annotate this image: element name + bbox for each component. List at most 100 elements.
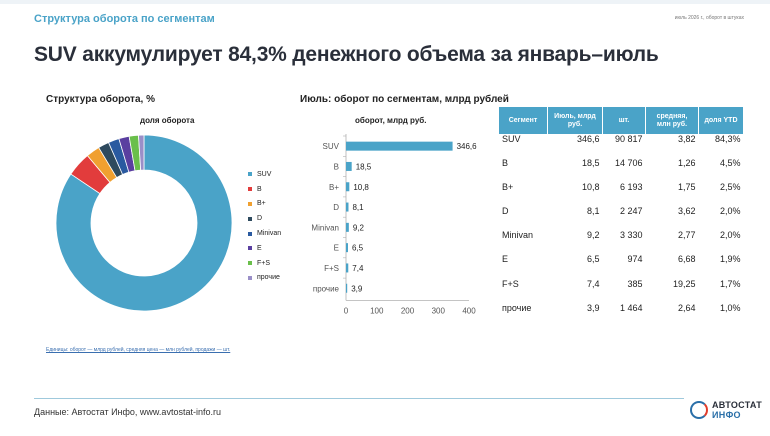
table-cell: 6 193 bbox=[619, 182, 643, 193]
table-header-cell: Июль, млрд руб. bbox=[547, 107, 603, 134]
logo-text-line2: ИНФО bbox=[712, 410, 741, 420]
bar-value-label: 7,4 bbox=[352, 264, 364, 273]
legend-label: Minivan bbox=[257, 230, 282, 238]
table-cell: 1,0% bbox=[719, 302, 741, 313]
table-cell: 14 706 bbox=[614, 158, 643, 169]
donut-slice-0 bbox=[55, 134, 233, 312]
table-row: прочие 3,9 1 464 2,64 1,0% bbox=[499, 303, 744, 327]
table-cell: 2,5% bbox=[719, 182, 741, 193]
bar-panel-title: Июль: оборот по сегментам, млрд рублей bbox=[300, 94, 509, 105]
category-label: F+S bbox=[324, 264, 339, 273]
table-cell: 8,1 bbox=[586, 206, 600, 217]
bar-value-label: 9,2 bbox=[353, 223, 365, 232]
legend-swatch bbox=[248, 201, 252, 206]
table-header-cell: шт. bbox=[602, 107, 646, 134]
avtostat-logo: АВТОСТАТ ИНФО bbox=[690, 399, 763, 429]
table-row: E 6,5 974 6,68 1,9% bbox=[499, 254, 744, 278]
legend-item: B bbox=[248, 182, 281, 197]
bar bbox=[346, 263, 349, 273]
table-cell: 90 817 bbox=[614, 134, 643, 144]
table-row: SUV 346,6 90 817 3,82 84,3% bbox=[499, 134, 744, 158]
bar bbox=[346, 283, 348, 293]
table-cell: 10,8 bbox=[581, 182, 600, 193]
category-label: прочие bbox=[313, 284, 340, 293]
table-cell: 974 bbox=[627, 254, 643, 265]
segment-cell: B+ bbox=[502, 182, 514, 193]
bar-value-label: 8,1 bbox=[352, 203, 364, 212]
x-tick-label: 0 bbox=[344, 306, 349, 315]
table-cell: 4,5% bbox=[719, 158, 741, 169]
category-label: D bbox=[333, 203, 339, 212]
legend-swatch bbox=[248, 246, 252, 251]
legend-item: E bbox=[248, 241, 281, 256]
legend-item: прочие bbox=[248, 271, 281, 286]
donut-chart-caption: доля оборота bbox=[140, 116, 195, 125]
logo-mark-icon bbox=[690, 401, 708, 419]
table-row: Minivan 9,2 3 330 2,77 2,0% bbox=[499, 230, 744, 254]
bar bbox=[346, 141, 453, 151]
donut-legend: SUV B B+ D Minivan E F+S прочие bbox=[248, 167, 281, 285]
top-divider bbox=[0, 0, 770, 4]
table-row: F+S 7,4 385 19,25 1,7% bbox=[499, 279, 744, 303]
table-cell: 19,25 bbox=[672, 278, 696, 289]
legend-swatch bbox=[248, 216, 252, 221]
legend-swatch bbox=[248, 261, 252, 266]
table-cell: 1,9% bbox=[719, 254, 741, 265]
section-title: Структура оборота по сегментам bbox=[34, 13, 215, 25]
legend-item: Minivan bbox=[248, 226, 281, 241]
x-tick-label: 300 bbox=[432, 306, 446, 315]
legend-item: SUV bbox=[248, 167, 281, 182]
table-cell: 2,0% bbox=[719, 206, 741, 217]
table-row: B+ 10,8 6 193 1,75 2,5% bbox=[499, 182, 744, 206]
legend-swatch bbox=[248, 231, 252, 236]
table-row: D 8,1 2 247 3,62 2,0% bbox=[499, 206, 744, 230]
legend-label: SUV bbox=[257, 170, 272, 178]
x-tick-label: 100 bbox=[370, 306, 384, 315]
top-note: июль 2026 г., оборот в штуках bbox=[674, 15, 744, 21]
legend-item: D bbox=[248, 211, 281, 226]
table-header-row: Сегмент Июль, млрд руб. шт. средняя, млн ру… bbox=[499, 107, 744, 134]
legend-item: B+ bbox=[248, 197, 281, 212]
legend-label: прочие bbox=[257, 274, 280, 282]
category-label: E bbox=[334, 244, 339, 253]
bar-value-label: 346,6 bbox=[457, 142, 478, 151]
page-title: SUV аккумулирует 84,3% денежного объема … bbox=[34, 43, 659, 66]
table-cell: 2,0% bbox=[719, 230, 741, 241]
legend-swatch bbox=[248, 275, 252, 280]
footer-divider bbox=[34, 398, 684, 399]
bar bbox=[346, 202, 349, 212]
logo-text-line1: АВТОСТАТ bbox=[712, 400, 763, 410]
table-row: B 18,5 14 706 1,26 4,5% bbox=[499, 158, 744, 182]
units-note: Единицы: оборот — млрд рублей, средняя ц… bbox=[46, 347, 231, 353]
legend-label: B+ bbox=[257, 200, 266, 208]
donut-panel-title: Структура оборота, % bbox=[46, 94, 155, 105]
source-text: Данные: Автостат Инфо, www.avtostat-info… bbox=[34, 407, 221, 417]
table-cell: 3 330 bbox=[619, 230, 643, 241]
bar-value-label: 18,5 bbox=[356, 162, 372, 171]
legend-label: B bbox=[257, 185, 262, 193]
segment-cell: F+S bbox=[502, 278, 519, 289]
table-cell: 385 bbox=[627, 278, 643, 289]
segment-cell: Minivan bbox=[502, 230, 534, 241]
bar bbox=[346, 161, 352, 171]
legend-swatch bbox=[248, 187, 252, 192]
table-body: SUV 346,6 90 817 3,82 84,3% B 18,5 14 706 1,26 4,… bbox=[499, 134, 744, 327]
table-header-cell: средняя, млн руб. bbox=[645, 107, 699, 134]
category-label: B+ bbox=[329, 183, 339, 192]
bar bbox=[346, 182, 350, 192]
bar bbox=[346, 222, 349, 232]
bar-value-label: 3,9 bbox=[351, 284, 363, 293]
donut-slice-7 bbox=[138, 134, 145, 171]
bar-chart-caption: оборот, млрд руб. bbox=[355, 116, 427, 125]
table-cell: 1,75 bbox=[677, 182, 696, 193]
segment-cell: SUV bbox=[502, 134, 521, 144]
table-cell: 6,5 bbox=[586, 254, 600, 265]
table-cell: 2 247 bbox=[619, 206, 643, 217]
table-cell: 2,77 bbox=[677, 230, 696, 241]
bar-value-label: 6,5 bbox=[352, 244, 364, 253]
legend-label: F+S bbox=[257, 259, 271, 267]
segment-cell: D bbox=[502, 206, 509, 217]
legend-label: E bbox=[257, 244, 262, 252]
bar bbox=[346, 243, 348, 253]
table-cell: 84,3% bbox=[714, 134, 741, 144]
